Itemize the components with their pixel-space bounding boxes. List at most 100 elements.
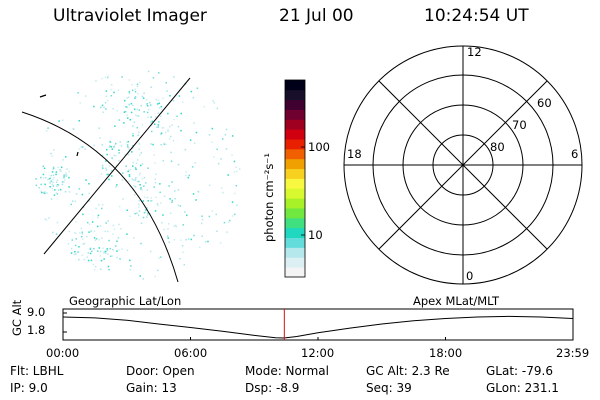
uv-pixel <box>57 166 59 169</box>
uv-pixel <box>119 141 121 143</box>
uv-pixel <box>98 239 100 241</box>
uv-pixel <box>105 169 108 171</box>
uv-pixel <box>55 233 58 235</box>
uv-pixel <box>93 268 96 271</box>
uv-pixel <box>134 186 137 188</box>
uv-pixel <box>89 252 92 255</box>
uv-pixel <box>115 245 117 247</box>
uv-pixel <box>134 96 137 98</box>
uv-pixel <box>155 196 157 199</box>
uv-pixel <box>160 133 162 136</box>
uv-pixel <box>102 167 104 170</box>
uv-pixel <box>113 228 116 231</box>
uv-pixel <box>138 109 140 111</box>
uv-pixel <box>190 90 193 93</box>
uv-pixel <box>168 185 170 187</box>
uv-pixel <box>138 148 140 150</box>
colorbar-swatch <box>285 267 305 278</box>
uv-pixel <box>81 231 83 233</box>
uv-pixel <box>108 165 111 167</box>
uv-pixel <box>134 212 136 215</box>
timeline-xtick-label: 12:00 <box>301 346 335 360</box>
uv-pixel <box>181 245 184 247</box>
uv-pixel <box>143 92 145 94</box>
uv-pixel <box>151 130 153 133</box>
uv-pixel <box>140 222 143 225</box>
uv-pixel <box>49 182 51 184</box>
uv-pixel <box>180 129 182 132</box>
uv-pixel <box>166 235 169 237</box>
uv-pixel <box>43 192 46 194</box>
uv-pixel <box>123 111 126 113</box>
timeline-xtick-label: 18:00 <box>429 346 463 360</box>
uv-pixel <box>94 265 97 268</box>
uv-pixel <box>111 148 114 150</box>
uv-pixel <box>150 143 152 145</box>
uv-pixel <box>185 174 187 177</box>
uv-pixel <box>107 173 110 175</box>
uv-pixel <box>106 148 108 151</box>
uv-pixel <box>67 243 70 245</box>
uv-pixel <box>93 247 95 250</box>
uv-pixel <box>52 168 54 170</box>
uv-pixel <box>136 159 139 161</box>
lat-label: 70 <box>512 118 527 132</box>
uv-pixel <box>144 211 147 213</box>
uv-pixel <box>238 168 241 170</box>
uv-pixel <box>167 223 170 225</box>
uv-pixel <box>146 207 148 209</box>
uv-pixel <box>154 178 156 180</box>
uv-pixel <box>149 213 151 215</box>
uv-pixel <box>121 248 123 250</box>
uv-pixel <box>42 173 45 176</box>
uv-pixel <box>107 265 110 268</box>
uv-pixel <box>97 216 99 219</box>
lat-arc <box>21 111 179 283</box>
colorbar-swatch <box>285 168 305 179</box>
uv-pixel <box>68 186 70 188</box>
uv-pixel <box>167 128 169 131</box>
uv-pixel <box>63 176 65 179</box>
uv-pixel <box>100 106 102 108</box>
uv-pixel <box>179 239 182 241</box>
uv-pixel <box>108 146 111 148</box>
uv-pixel <box>109 145 111 147</box>
uv-pixel <box>132 135 134 137</box>
uv-pixel <box>70 203 72 206</box>
uv-pixel <box>82 213 84 216</box>
uv-pixel <box>52 181 54 183</box>
uv-pixel <box>88 231 90 233</box>
uv-pixel <box>139 184 141 186</box>
uv-pixel <box>115 164 118 167</box>
uv-pixel <box>180 112 182 115</box>
uv-pixel <box>167 228 169 230</box>
uv-pixel <box>56 193 59 195</box>
uv-pixel <box>104 230 107 233</box>
uv-pixel <box>134 167 137 169</box>
colorbar-swatch <box>285 109 305 120</box>
uv-pixel <box>51 188 54 190</box>
uv-pixel <box>64 179 66 181</box>
uv-pixel <box>64 191 67 193</box>
uv-pixel <box>113 154 115 157</box>
uv-pixel <box>58 120 60 122</box>
colorbar-tick-label: 10 <box>308 228 323 242</box>
uv-pixel <box>165 131 167 134</box>
status-ip: IP: 9.0 <box>10 381 48 395</box>
colorbar-swatch <box>285 208 305 219</box>
uv-pixel <box>94 239 97 241</box>
uv-pixel <box>56 185 58 188</box>
uv-pixel <box>114 125 116 127</box>
uv-pixel <box>185 171 187 173</box>
uv-pixel <box>139 174 141 176</box>
uv-pixel <box>133 121 136 123</box>
uv-pixel <box>74 232 77 235</box>
uv-pixel <box>128 154 130 156</box>
uv-pixel <box>226 231 228 233</box>
uv-pixel <box>128 79 131 81</box>
uv-pixel <box>129 119 131 121</box>
uv-pixel <box>155 98 157 101</box>
uv-pixel <box>113 146 115 148</box>
uv-pixel <box>134 91 137 93</box>
uv-pixel <box>52 178 54 181</box>
